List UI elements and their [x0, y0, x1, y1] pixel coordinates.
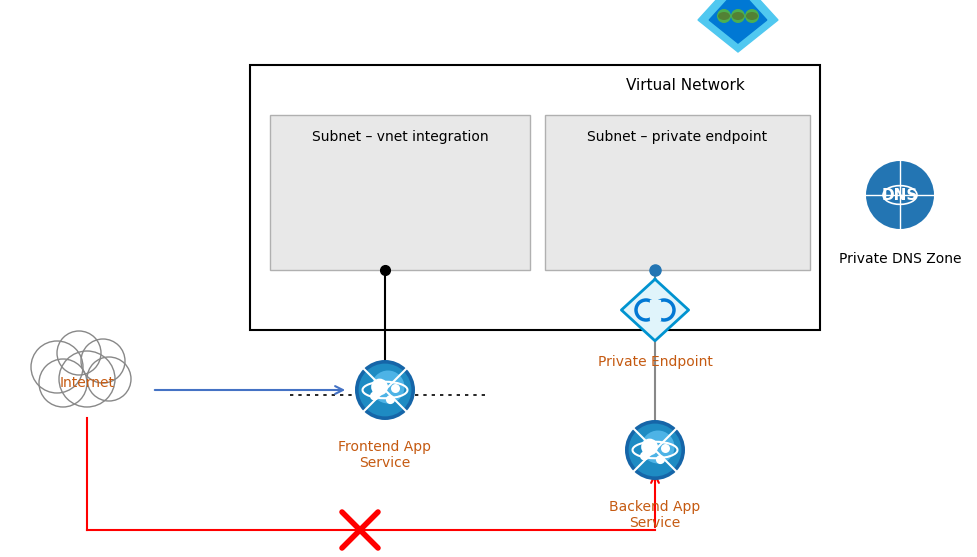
Ellipse shape [718, 12, 730, 20]
Ellipse shape [732, 12, 744, 20]
Circle shape [745, 9, 759, 23]
Polygon shape [698, 0, 778, 52]
Circle shape [359, 364, 411, 417]
Circle shape [731, 9, 745, 23]
Ellipse shape [746, 12, 758, 20]
Circle shape [866, 161, 934, 229]
Text: Private DNS Zone: Private DNS Zone [838, 252, 961, 266]
Circle shape [57, 331, 101, 375]
Polygon shape [709, 0, 767, 43]
FancyBboxPatch shape [270, 115, 530, 270]
Text: Private Endpoint: Private Endpoint [598, 355, 712, 369]
FancyBboxPatch shape [545, 115, 810, 270]
Circle shape [81, 339, 125, 383]
Polygon shape [650, 300, 660, 320]
Text: Backend App
Service: Backend App Service [610, 500, 701, 530]
Circle shape [355, 360, 415, 420]
Text: Subnet – private endpoint: Subnet – private endpoint [587, 130, 768, 144]
Circle shape [641, 438, 658, 456]
Circle shape [371, 379, 388, 395]
Circle shape [656, 455, 665, 464]
Circle shape [370, 392, 379, 400]
Circle shape [31, 341, 83, 393]
Circle shape [717, 9, 731, 23]
Text: Virtual Network: Virtual Network [625, 78, 744, 93]
Circle shape [642, 431, 674, 463]
Circle shape [628, 424, 681, 476]
Circle shape [391, 384, 400, 393]
Circle shape [39, 359, 87, 407]
Circle shape [640, 452, 649, 461]
Circle shape [661, 444, 670, 453]
FancyBboxPatch shape [250, 65, 820, 330]
Circle shape [59, 351, 115, 407]
Text: Internet: Internet [60, 376, 114, 390]
Text: Frontend App
Service: Frontend App Service [338, 440, 432, 470]
Polygon shape [621, 279, 689, 341]
Text: Subnet – vnet integration: Subnet – vnet integration [312, 130, 488, 144]
Text: DNS: DNS [882, 188, 918, 203]
Circle shape [87, 357, 131, 401]
Circle shape [625, 420, 685, 480]
Circle shape [371, 370, 404, 403]
Circle shape [386, 395, 395, 404]
